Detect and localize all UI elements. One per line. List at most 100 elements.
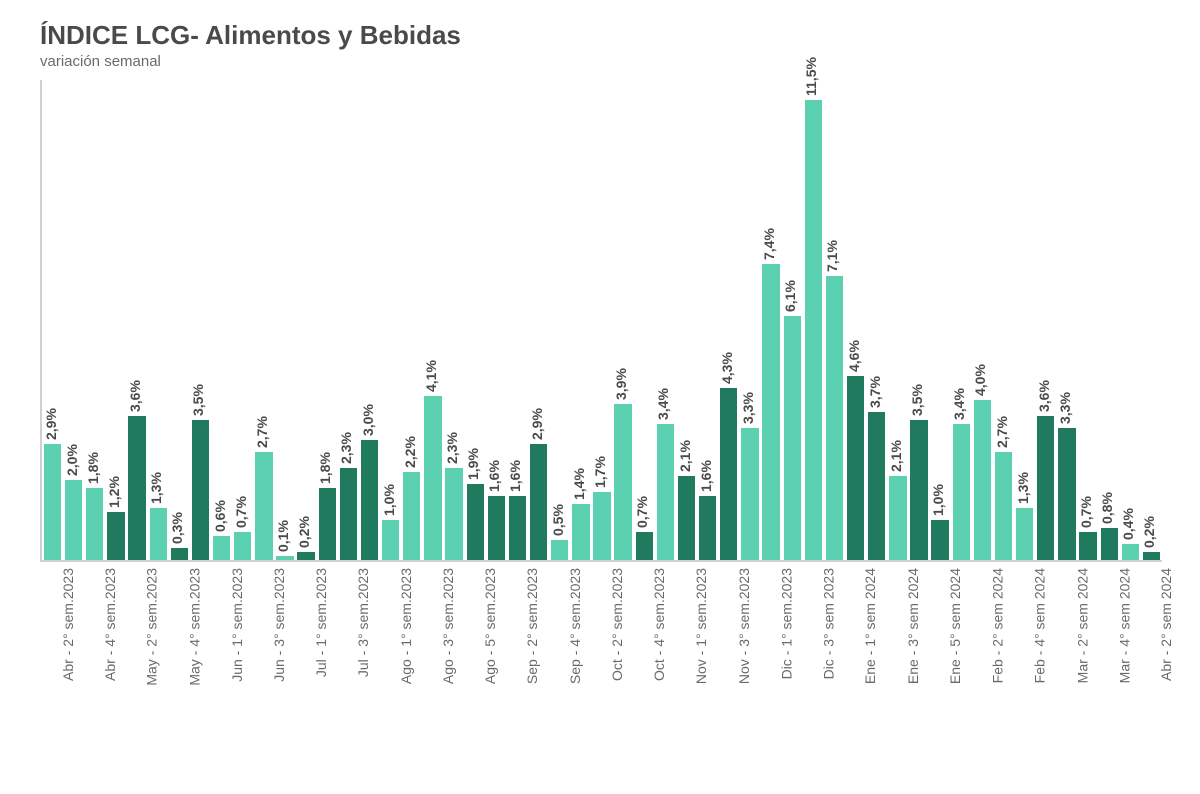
x-tick-label: Jul - 3° sem.2023 [355, 568, 371, 677]
bar-value-label: 3,6% [127, 380, 143, 412]
bar-value-label: 3,4% [655, 388, 671, 420]
bar-value-label: 4,1% [423, 360, 439, 392]
bar-value-label: 2,3% [444, 432, 460, 464]
bar-value-label: 0,5% [550, 504, 566, 536]
bar [1122, 544, 1139, 560]
bar [424, 396, 441, 560]
bar-value-label: 1,8% [317, 452, 333, 484]
bar-value-label: 0,3% [169, 512, 185, 544]
x-tick-label: Mar - 2° sem 2024 [1074, 568, 1090, 683]
bar-value-label: 3,3% [1057, 392, 1073, 424]
bar [319, 488, 336, 560]
x-tick-label: Sep - 2° sem.2023 [524, 568, 540, 684]
bar [805, 100, 822, 560]
bar-value-label: 2,7% [254, 416, 270, 448]
bar-value-label: 1,3% [148, 472, 164, 504]
bar [1101, 528, 1118, 560]
bar [741, 428, 758, 560]
bar-value-label: 0,2% [1141, 516, 1157, 548]
bar [889, 476, 906, 560]
x-tick-label: Ene - 5° sem 2024 [947, 568, 963, 684]
bar-value-label: 2,9% [43, 408, 59, 440]
bar-value-label: 0,7% [233, 496, 249, 528]
bar-value-label: 0,7% [634, 496, 650, 528]
chart-subtitle: variación semanal [40, 53, 1160, 70]
x-tick-label: May - 4° sem.2023 [186, 568, 202, 686]
bar [1143, 552, 1160, 560]
bar-value-label: 1,7% [592, 456, 608, 488]
bar-value-label: 2,9% [529, 408, 545, 440]
bar-value-label: 2,1% [888, 440, 904, 472]
chart-title: ÍNDICE LCG- Alimentos y Bebidas [40, 20, 1160, 51]
bar-value-label: 3,0% [360, 404, 376, 436]
bar [234, 532, 251, 560]
bar-value-label: 3,6% [1036, 380, 1052, 412]
bar [382, 520, 399, 560]
bar [213, 536, 230, 560]
bar-value-label: 3,3% [740, 392, 756, 424]
x-tick-label: Ene - 3° sem 2024 [905, 568, 921, 684]
bar [826, 276, 843, 560]
bar-value-label: 1,0% [930, 484, 946, 516]
bar-value-label: 4,3% [719, 352, 735, 384]
bar-value-label: 0,6% [212, 500, 228, 532]
bar-value-label: 1,9% [465, 448, 481, 480]
page: ÍNDICE LCG- Alimentos y Bebidas variació… [0, 0, 1200, 794]
bar-value-label: 0,8% [1099, 492, 1115, 524]
bar-value-label: 1,8% [85, 452, 101, 484]
bar [572, 504, 589, 560]
bar-value-label: 0,4% [1120, 508, 1136, 540]
x-tick-label: Dic - 3° sem 2023 [820, 568, 836, 679]
x-tick-label: Dic - 1° sem.2023 [778, 568, 794, 679]
bar-value-label: 11,5% [803, 57, 819, 96]
bar [65, 480, 82, 560]
bar-value-label: 1,0% [381, 484, 397, 516]
chart-area: 2,9%2,0%1,8%1,2%3,6%1,3%0,3%3,5%0,6%0,7%… [40, 80, 1162, 562]
x-tick-label: Abr - 2° sem 2024 [1158, 568, 1174, 681]
x-tick-label: May - 2° sem.2023 [144, 568, 160, 686]
bar-value-label: 2,3% [338, 432, 354, 464]
bar [128, 416, 145, 560]
bar [150, 508, 167, 560]
x-tick-label: Abr - 4° sem.2023 [102, 568, 118, 681]
x-tick-label: Nov - 1° sem.2023 [694, 568, 710, 684]
bar-value-label: 0,7% [1078, 496, 1094, 528]
bar [107, 512, 124, 560]
bar-value-label: 3,4% [951, 388, 967, 420]
x-tick-label: Nov - 3° sem.2023 [736, 568, 752, 684]
bar [361, 440, 378, 560]
x-tick-label: Oct - 2° sem.2023 [609, 568, 625, 681]
x-tick-label: Ago - 3° sem.2023 [440, 568, 456, 684]
bar-value-label: 4,0% [972, 364, 988, 396]
bar-value-label: 7,4% [761, 228, 777, 260]
bar [171, 548, 188, 560]
bar [1079, 532, 1096, 560]
bar-value-label: 2,2% [402, 436, 418, 468]
bar [720, 388, 737, 560]
bar [467, 484, 484, 560]
plot-area: 2,9%2,0%1,8%1,2%3,6%1,3%0,3%3,5%0,6%0,7%… [42, 80, 1162, 560]
x-tick-label: Ago - 5° sem.2023 [482, 568, 498, 684]
bar [276, 556, 293, 560]
x-tick-label: Mar - 4° sem 2024 [1116, 568, 1132, 683]
bar [974, 400, 991, 560]
bar [931, 520, 948, 560]
bar-value-label: 3,5% [909, 384, 925, 416]
bar [678, 476, 695, 560]
bar [255, 452, 272, 560]
x-tick-label: Feb - 4° sem 2024 [1032, 568, 1048, 683]
bar [784, 316, 801, 560]
bar [86, 488, 103, 560]
bar-value-label: 6,1% [782, 280, 798, 312]
x-tick-label: Jun - 3° sem.2023 [271, 568, 287, 682]
bar-value-label: 7,1% [824, 240, 840, 272]
x-tick-label: Ago - 1° sem.2023 [398, 568, 414, 684]
x-tick-label: Abr - 2° sem.2023 [60, 568, 76, 681]
bar [509, 496, 526, 560]
bar-value-label: 2,0% [64, 444, 80, 476]
bar [995, 452, 1012, 560]
bar-value-label: 3,7% [867, 376, 883, 408]
bar [953, 424, 970, 560]
bar [1037, 416, 1054, 560]
bar [593, 492, 610, 560]
